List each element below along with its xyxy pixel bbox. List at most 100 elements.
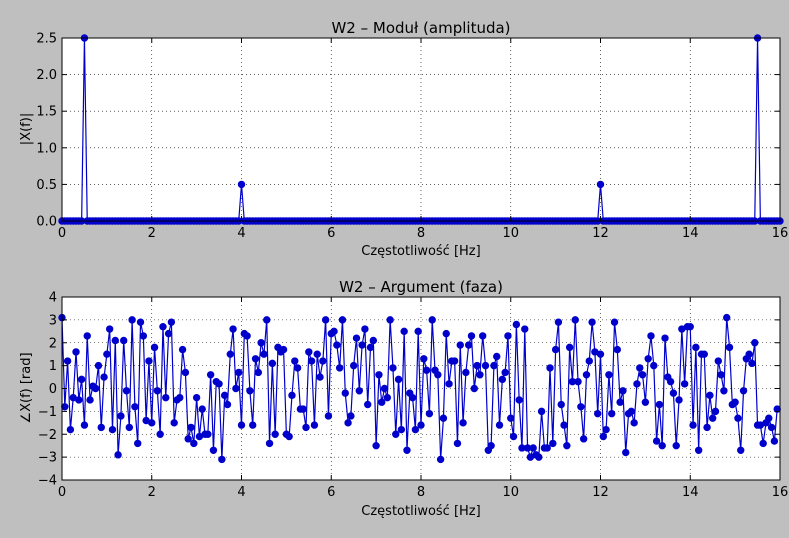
phase-data-point [467,332,476,340]
phase-data-point [745,350,753,358]
phase-data-point [170,419,178,427]
phase-data-point [476,371,484,379]
phase-data-point [324,412,333,420]
phase-data-point [192,393,201,402]
phase-data-point [271,430,279,438]
phase-data-point [509,432,518,441]
phase-y-tick-label: −3 [38,451,57,466]
phase-data-point [675,396,683,404]
phase-data-point [554,318,563,326]
amplitude-x-tick-label: 14 [682,226,699,241]
phase-data-point [408,393,417,402]
phase-data-point [574,377,582,386]
phase-data-point [265,439,274,448]
phase-data-point [66,425,75,434]
amplitude-plot: W2 – Moduł (amplituda) Częstotliwość [Hz… [19,19,788,259]
phase-data-point [364,400,372,409]
phase-y-tick-label: 2 [49,336,57,351]
phase-data-point [159,323,167,331]
phase-data-point [341,389,349,397]
phase-data-point [117,412,125,420]
phase-data-point [218,455,226,464]
phase-data-point [307,357,316,365]
phase-x-tick-label: 16 [772,485,789,500]
phase-data-point [389,364,397,372]
amplitude-x-tick-label: 2 [148,226,156,241]
phase-data-point [136,318,145,326]
phase-data-point [739,387,748,395]
phase-data-point [512,320,521,329]
phase-data-point [229,325,237,333]
phase-data-point [114,451,122,459]
phase-data-point [83,332,91,340]
phase-data-point [585,357,593,365]
phase-data-point [714,357,722,365]
phase-data-point [178,345,187,354]
phase-data-point [375,371,383,379]
phase-x-tick-label: 4 [237,485,245,500]
amplitude-y-tick-label: 2.5 [36,32,57,47]
phase-data-point [599,432,608,441]
amplitude-x-tick-label: 4 [237,226,245,241]
phase-data-point [582,371,591,379]
phase-data-point [551,345,560,354]
phase-data-point [546,364,554,372]
phase-data-point [644,355,652,363]
phase-data-point [613,345,622,354]
phase-data-point [335,364,344,372]
phase-data-point [414,327,422,336]
phase-data-point [263,316,271,324]
phase-data-point [257,339,265,347]
phase-data-point [86,396,94,404]
phase-data-point [627,407,636,416]
phase-data-point [321,316,330,324]
phase-data-point [131,403,139,411]
phase-data-point [748,359,756,368]
phase-y-tick-label: 3 [49,313,57,328]
phase-data-point [479,332,487,340]
phase-plot: W2 – Argument (faza) Częstotliwość [Hz] … [19,278,788,519]
phase-data-point [456,341,464,349]
phase-data-point [669,389,678,397]
phase-y-tick-label: −1 [38,405,57,420]
amplitude-x-tick-label: 12 [592,226,609,241]
phase-y-tick-label: 0 [49,382,57,397]
phase-data-point [198,405,206,413]
phase-data-point [459,419,467,427]
phase-data-point [279,345,288,354]
phase-data-point [352,334,361,342]
phase-data-point [316,373,324,381]
phase-data-point [139,332,148,340]
phase-data-point [249,421,257,429]
phase-y-axis-label: ∠X(f) [rad] [19,352,34,423]
phase-data-point [251,355,260,363]
phase-data-point [596,350,605,358]
phase-data-point [490,361,498,370]
phase-data-point [344,419,352,427]
phase-data-point [515,396,523,404]
amplitude-x-axis-label: Częstotliwość [Hz] [361,244,480,259]
phase-data-point [330,327,338,336]
phase-data-point [72,348,80,356]
phase-data-point [610,318,619,326]
phase-data-point [571,316,579,324]
phase-data-point [302,423,310,432]
amplitude-x-tick-label: 0 [58,226,66,241]
phase-data-point [319,357,327,365]
phase-data-point [602,425,610,434]
phase-data-point [666,377,675,386]
phase-x-tick-label: 12 [592,485,609,500]
phase-data-point [521,325,529,333]
phase-data-point [692,343,700,352]
amplitude-plot-title: W2 – Moduł (amplituda) [331,19,510,37]
phase-data-point [108,425,117,434]
phase-data-point [420,355,428,363]
phase-data-point [313,350,321,358]
phase-data-point [605,371,613,379]
phase-data-point [128,316,136,324]
phase-data-point [417,421,425,429]
amplitude-x-tick-label: 6 [327,226,335,241]
phase-data-point [608,409,616,418]
phase-data-point [288,391,296,400]
phase-data-point [204,430,212,438]
